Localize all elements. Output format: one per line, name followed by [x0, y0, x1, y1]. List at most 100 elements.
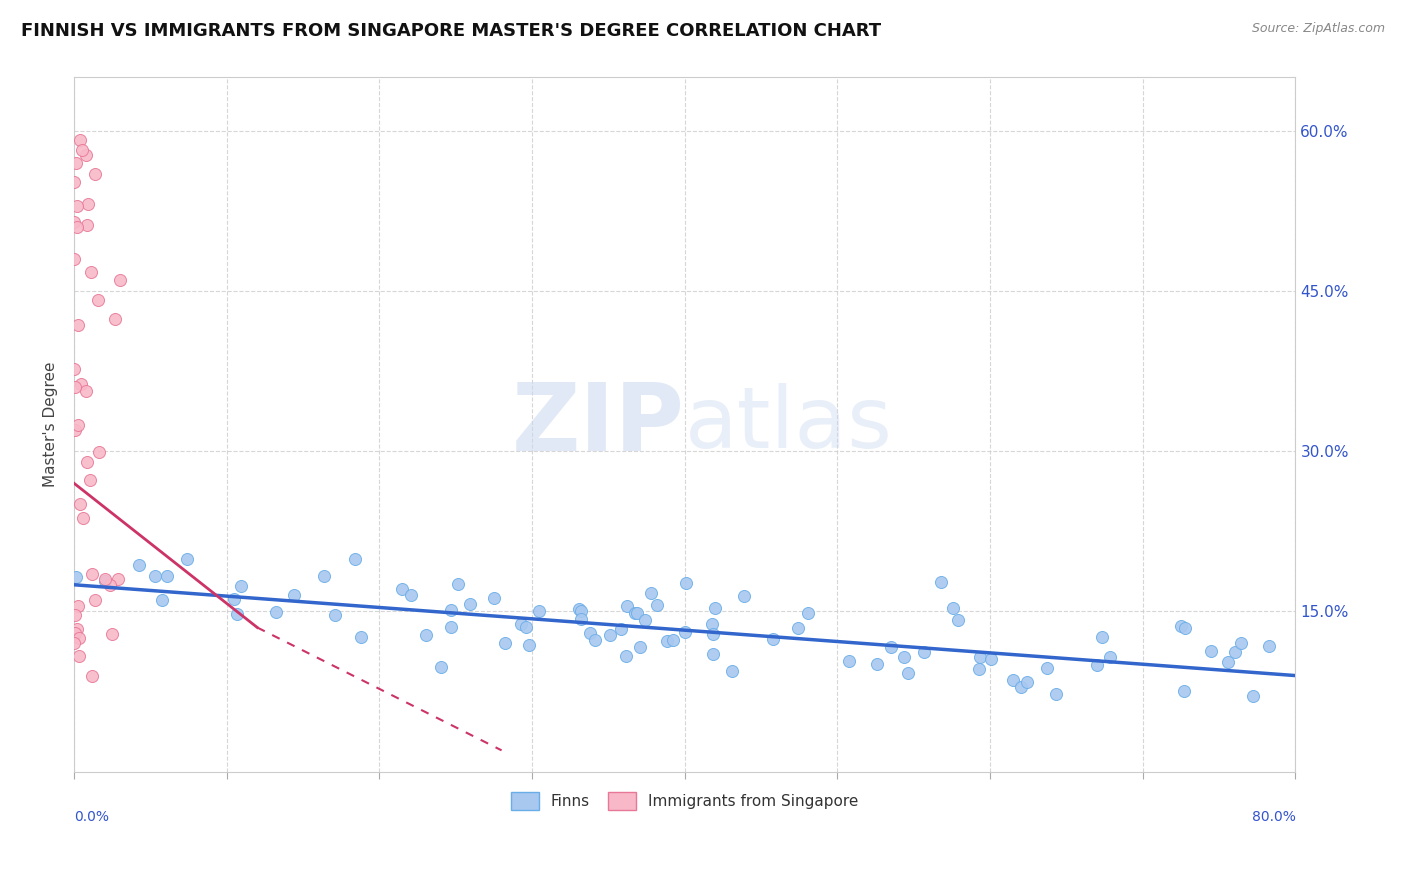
Point [82, 567, 104, 582]
Point [1087, 658, 1109, 673]
Point [225, 607, 247, 621]
Point [929, 574, 952, 589]
Point [1173, 684, 1195, 698]
Point [1091, 631, 1114, 645]
Point [75, 148, 97, 162]
Point [66, 318, 89, 332]
Point [675, 575, 697, 590]
Point [84, 167, 107, 181]
Point [100, 578, 122, 592]
Point [702, 627, 724, 641]
Point [1230, 636, 1253, 650]
Point [63, 252, 86, 266]
Point [610, 622, 633, 636]
Point [67, 631, 90, 645]
Point [897, 665, 920, 680]
Point [66, 622, 89, 636]
Point [1170, 619, 1192, 633]
Point [720, 665, 742, 679]
Point [946, 613, 969, 627]
Point [77, 197, 100, 211]
Point [893, 650, 915, 665]
Point [63, 380, 86, 394]
Point [63, 361, 86, 376]
Point [700, 616, 723, 631]
Point [1001, 673, 1024, 687]
Point [866, 657, 889, 671]
Point [80, 264, 103, 278]
Point [314, 569, 336, 583]
Point [156, 569, 179, 583]
Point [128, 558, 150, 572]
Point [231, 579, 253, 593]
Point [79, 473, 101, 487]
Point [529, 604, 551, 618]
Point [87, 293, 110, 307]
Point [626, 606, 648, 620]
Point [942, 601, 965, 615]
Point [66, 219, 89, 234]
Point [75, 384, 97, 399]
Point [344, 552, 367, 566]
Point [107, 572, 129, 586]
Point [657, 633, 679, 648]
Point [1218, 656, 1240, 670]
Point [224, 591, 246, 606]
Point [63, 175, 86, 189]
Point [63, 608, 86, 623]
Text: Source: ZipAtlas.com: Source: ZipAtlas.com [1251, 22, 1385, 36]
Point [143, 569, 166, 583]
Text: FINNISH VS IMMIGRANTS FROM SINGAPORE MASTER'S DEGREE CORRELATION CHART: FINNISH VS IMMIGRANTS FROM SINGAPORE MAS… [21, 22, 882, 40]
Point [880, 640, 903, 654]
Point [733, 589, 755, 603]
Point [65, 156, 87, 170]
Point [83, 592, 105, 607]
Point [108, 273, 131, 287]
Point [614, 648, 637, 663]
Point [69, 497, 91, 511]
Point [72, 511, 94, 525]
Point [70, 143, 93, 157]
Point [63, 626, 86, 640]
Point [673, 624, 696, 639]
Point [482, 591, 505, 605]
Point [101, 627, 124, 641]
Point [645, 599, 668, 613]
Point [569, 612, 592, 626]
Point [1045, 687, 1067, 701]
Point [66, 199, 89, 213]
Point [264, 605, 287, 619]
Point [89, 445, 111, 459]
Point [567, 601, 589, 615]
Point [82, 668, 104, 682]
Point [323, 607, 346, 622]
Point [430, 659, 453, 673]
Point [640, 586, 662, 600]
Point [967, 662, 990, 676]
Point [515, 620, 537, 634]
Point [1223, 645, 1246, 659]
Point [1015, 674, 1038, 689]
Point [440, 603, 463, 617]
Point [634, 613, 657, 627]
Point [1241, 689, 1264, 703]
Point [579, 626, 602, 640]
Point [1257, 639, 1279, 653]
Point [440, 620, 463, 634]
Point [796, 606, 818, 620]
Point [150, 592, 173, 607]
Point [1099, 650, 1122, 665]
Text: atlas: atlas [685, 383, 893, 467]
Point [969, 650, 991, 665]
Point [703, 600, 725, 615]
Point [762, 632, 785, 647]
Text: 80.0%: 80.0% [1251, 810, 1295, 824]
Point [69, 133, 91, 147]
Point [1201, 644, 1223, 658]
Point [838, 654, 860, 668]
Point [446, 577, 468, 591]
Point [616, 599, 638, 613]
Point [415, 628, 437, 642]
Point [599, 628, 621, 642]
Point [1174, 621, 1197, 635]
